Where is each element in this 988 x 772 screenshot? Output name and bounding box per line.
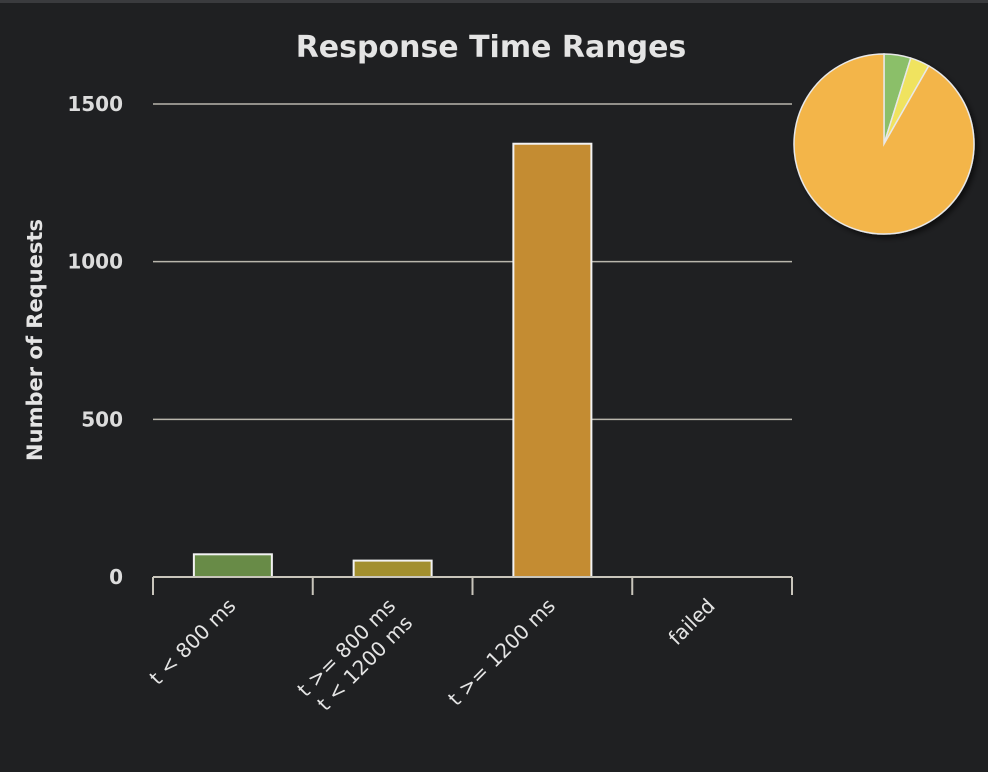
pie-chart [793, 53, 975, 235]
x-tick-label: failed [664, 594, 720, 650]
response-time-chart: Response Time Ranges Number of Requests … [23, 30, 975, 719]
y-tick-label: 1000 [67, 250, 123, 274]
x-axis [152, 576, 793, 595]
y-axis-ticks: 0 500 1000 1500 [67, 92, 123, 589]
bar[interactable] [192, 553, 273, 579]
chart-title: Response Time Ranges [296, 30, 687, 65]
bar[interactable] [352, 559, 433, 578]
y-axis-label: Number of Requests [23, 219, 47, 461]
x-tick-label: t < 800 ms [144, 594, 240, 690]
x-tick-label: t >= 1200 ms [443, 594, 560, 711]
x-tick-label: t >= 800 mst < 1200 ms [292, 594, 417, 719]
y-tick-label: 0 [109, 565, 123, 589]
bar[interactable] [512, 142, 593, 578]
gridlines [153, 103, 792, 421]
bars [192, 142, 593, 579]
y-tick-label: 500 [81, 407, 123, 431]
pie-slice[interactable] [793, 53, 975, 235]
y-tick-label: 1500 [67, 92, 123, 116]
x-axis-ticks: t < 800 ms t >= 800 mst < 1200 ms t >= 120… [144, 594, 720, 719]
